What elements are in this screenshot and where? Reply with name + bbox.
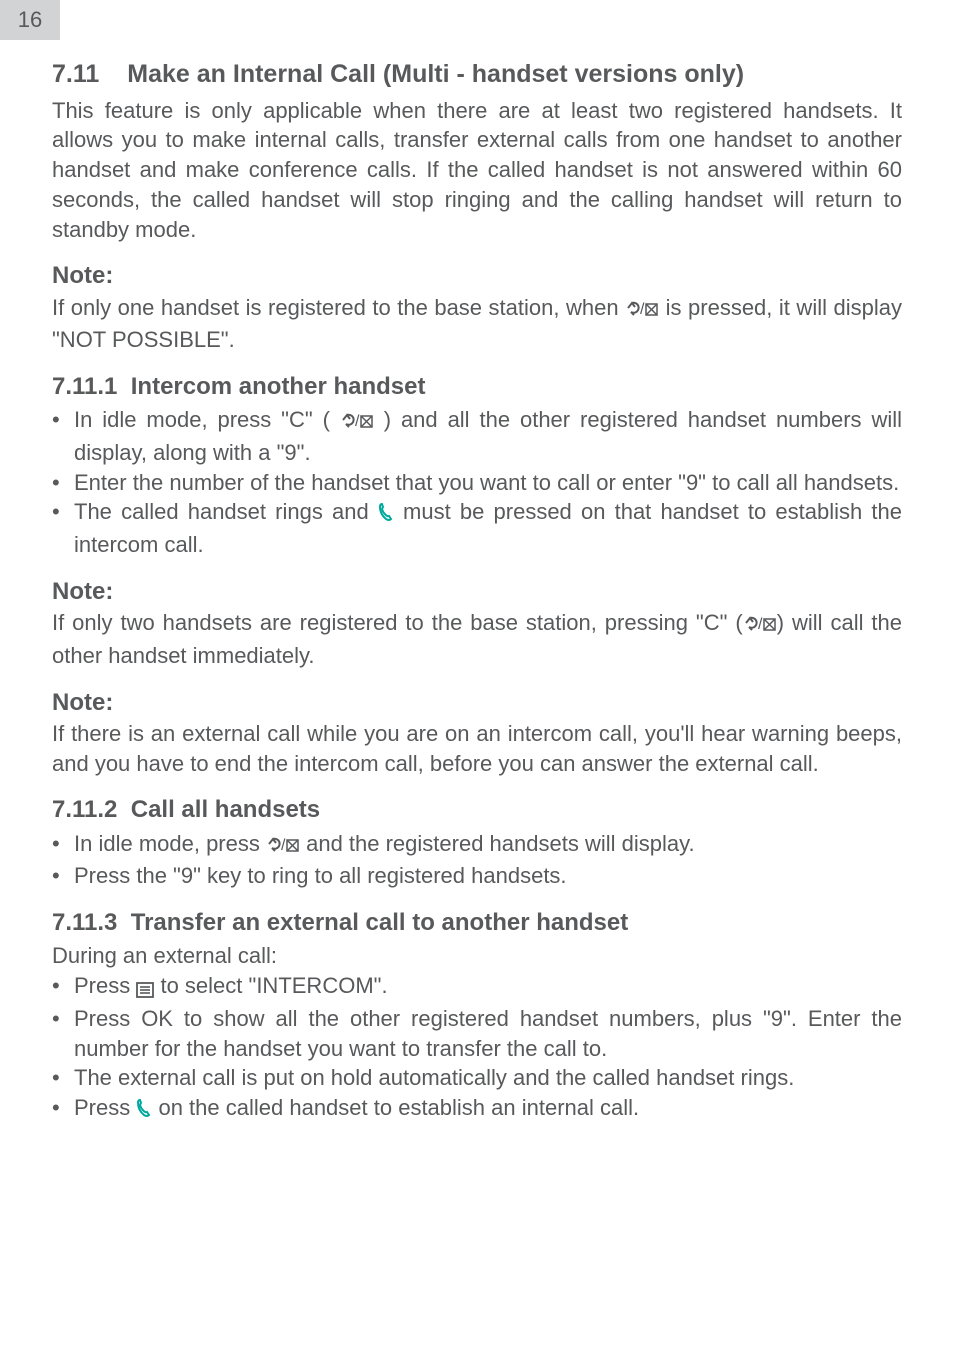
sub3-intro: During an external call: — [52, 941, 902, 971]
svg-text:/: / — [355, 413, 360, 430]
note2-a: If only two handsets are registered to t… — [52, 610, 743, 635]
sub3-b2a: Press — [74, 1006, 141, 1031]
list-item: The external call is put on hold automat… — [52, 1063, 902, 1093]
list-item: Enter the number of the handset that you… — [52, 468, 902, 498]
page-content: 7.11 Make an Internal Call (Multi - hands… — [0, 58, 954, 1182]
list-item: Press OK to show all the other registere… — [52, 1004, 902, 1063]
note1-text: If only one handset is registered to the… — [52, 293, 902, 355]
note3-label: Note: — [52, 687, 902, 719]
sub2-number: 7.11.2 — [52, 796, 117, 823]
page-number: 16 — [18, 5, 42, 35]
sub2-b1a: In idle mode, press — [74, 831, 266, 856]
note3-text: If there is an external call while you a… — [52, 719, 902, 778]
sub3-b1a: Press — [74, 973, 136, 998]
sub1-title: Intercom another handset — [131, 373, 426, 400]
sub3-list: Press to select "INTERCOM". Press OK to … — [52, 971, 902, 1125]
svg-text:/: / — [281, 837, 286, 854]
note2-label: Note: — [52, 576, 902, 608]
back-mute-icon: / — [625, 296, 659, 326]
back-mute-icon: / — [340, 408, 374, 438]
sub1-b3a: The called handset rings and — [74, 499, 378, 524]
phone-icon — [136, 1096, 152, 1126]
svg-text:/: / — [758, 616, 763, 633]
sub2-heading: 7.11.2 Call all handsets — [52, 794, 902, 826]
sub1-heading: 7.11.1 Intercom another handset — [52, 371, 902, 403]
sub3-number: 7.11.3 — [52, 909, 117, 936]
list-item: The called handset rings and must be pre… — [52, 497, 902, 559]
list-item: Press to select "INTERCOM". — [52, 971, 902, 1004]
sub3-title: Transfer an external call to another han… — [131, 909, 628, 936]
section-number: 7.11 — [52, 58, 99, 92]
page-number-bar: 16 — [0, 0, 60, 40]
sub2-b1b: and the registered handsets will display… — [300, 831, 695, 856]
sub1-list: In idle mode, press "C" ( / ) and all th… — [52, 405, 902, 559]
sub3-b4a: Press — [74, 1095, 136, 1120]
sub3-b2b: to show all the other registered handset… — [74, 1006, 902, 1061]
back-mute-icon: / — [266, 832, 300, 862]
sub1-b1a: In idle mode, press "C" ( — [74, 407, 340, 432]
sub2-title: Call all handsets — [131, 796, 320, 823]
list-item: In idle mode, press / and the registered… — [52, 829, 902, 862]
list-item: Press the "9" key to ring to all registe… — [52, 861, 902, 891]
section-heading: 7.11 Make an Internal Call (Multi - hands… — [52, 58, 902, 92]
sub3-b4b: on the called handset to establish an in… — [152, 1095, 639, 1120]
list-item: In idle mode, press "C" ( / ) and all th… — [52, 405, 902, 467]
phone-icon — [378, 500, 394, 530]
section-intro: This feature is only applicable when the… — [52, 96, 902, 244]
sub1-number: 7.11.1 — [52, 373, 117, 400]
svg-text:/: / — [640, 301, 645, 318]
note1-before: If only one handset is registered to the… — [52, 295, 625, 320]
menu-icon — [136, 974, 154, 1004]
back-mute-icon: / — [743, 611, 777, 641]
sub3-b1b: to select "INTERCOM". — [154, 973, 387, 998]
ok-icon: OK — [141, 1006, 173, 1031]
sub2-list: In idle mode, press / and the registered… — [52, 829, 902, 891]
note2-text: If only two handsets are registered to t… — [52, 608, 902, 670]
note1-label: Note: — [52, 260, 902, 292]
list-item: Press on the called handset to establish… — [52, 1093, 902, 1126]
section-title: Make an Internal Call (Multi - handset v… — [127, 60, 744, 88]
sub3-heading: 7.11.3 Transfer an external call to anot… — [52, 907, 902, 939]
